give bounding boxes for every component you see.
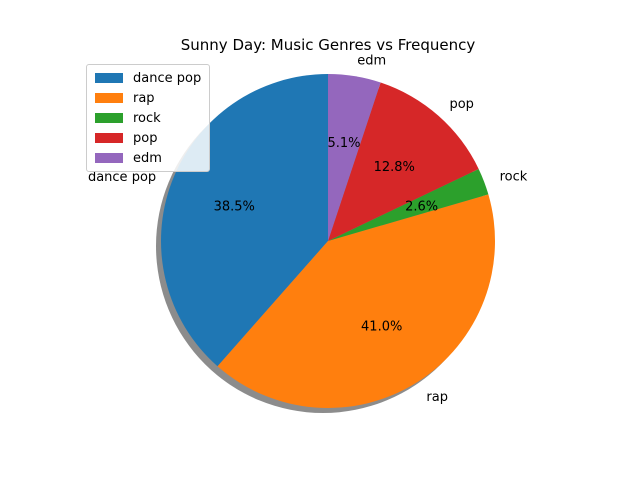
pie-slice-rap [217,194,496,409]
legend-label: rap [133,90,155,106]
legend-label: pop [133,130,158,146]
legend-item-pop: pop [95,129,157,147]
legend: dance pop rap rock pop edm [86,64,210,172]
legend-swatch [95,133,123,143]
legend-item-dance-pop: dance pop [95,69,201,87]
pie-value-label: 41.0% [361,320,402,335]
legend-label: dance pop [133,70,202,86]
legend-swatch [95,153,123,163]
pie-value-label: 5.1% [327,136,360,151]
pie-category-label: dance pop [88,170,156,185]
chart-title: Sunny Day: Music Genres vs Frequency [181,36,476,54]
legend-label: rock [133,110,161,126]
pie-slice-rock [328,168,489,241]
legend-item-rap: rap [95,89,155,107]
pie-slice-pop [328,82,479,241]
pie-value-label: 2.6% [405,199,438,214]
pie-value-label: 12.8% [374,160,415,175]
pie-category-label: edm [357,54,386,69]
pie-slice-edm [328,74,381,241]
pie-labels: 38.5% dance pop 41.0% rap 2.6% rock 12.8% pop 5.… [88,54,528,405]
legend-item-rock: rock [95,109,161,127]
legend-item-edm: edm [95,149,162,167]
legend-swatch [95,93,123,103]
legend-swatch [95,113,123,123]
pie-slices [160,74,496,409]
pie-category-label: rap [426,390,448,405]
legend-label: edm [133,150,162,166]
pie-value-label: 38.5% [214,200,255,215]
legend-swatch [95,73,123,83]
pie-category-label: pop [449,97,473,112]
pie-category-label: rock [500,170,528,185]
